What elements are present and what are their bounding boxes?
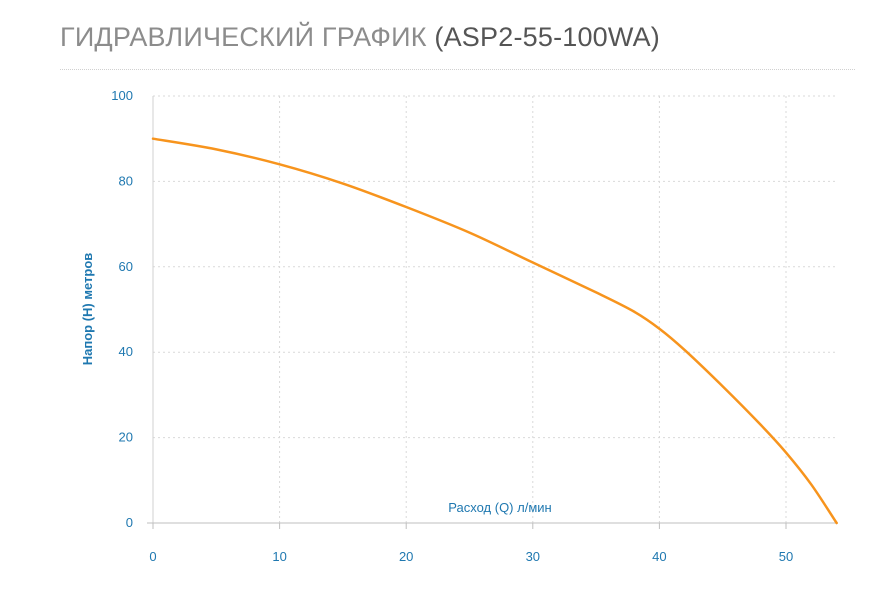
x-tick-label: 10 (272, 549, 286, 564)
x-tick-label: 30 (526, 549, 540, 564)
chart-title-main: ГИДРАВЛИЧЕСКИЙ ГРАФИК (60, 22, 427, 52)
series (151, 137, 838, 525)
pump-curve-line (151, 137, 838, 525)
x-axis-label: Расход (Q) л/мин (448, 500, 551, 515)
tick-labels: 0 20 40 60 80 100 0 10 20 30 40 50 (111, 88, 793, 564)
x-tick-label: 0 (149, 549, 156, 564)
grid (153, 95, 838, 523)
y-tick-label: 100 (111, 88, 133, 103)
y-tick-label: 20 (119, 430, 133, 445)
x-tick-label: 20 (399, 549, 413, 564)
y-tick-label: 0 (126, 515, 133, 530)
title-divider (60, 69, 855, 70)
y-tick-label: 40 (119, 344, 133, 359)
chart-title: ГИДРАВЛИЧЕСКИЙ ГРАФИК (ASP2-55-100WA) (60, 22, 660, 53)
y-tick-label: 80 (119, 173, 133, 188)
axes (147, 96, 838, 529)
y-axis-label: Напор (H) метров (80, 253, 95, 366)
y-tick-label: 60 (119, 259, 133, 274)
chart-title-model: (ASP2-55-100WA) (434, 22, 660, 52)
x-tick-label: 40 (652, 549, 666, 564)
x-tick-label: 50 (779, 549, 793, 564)
